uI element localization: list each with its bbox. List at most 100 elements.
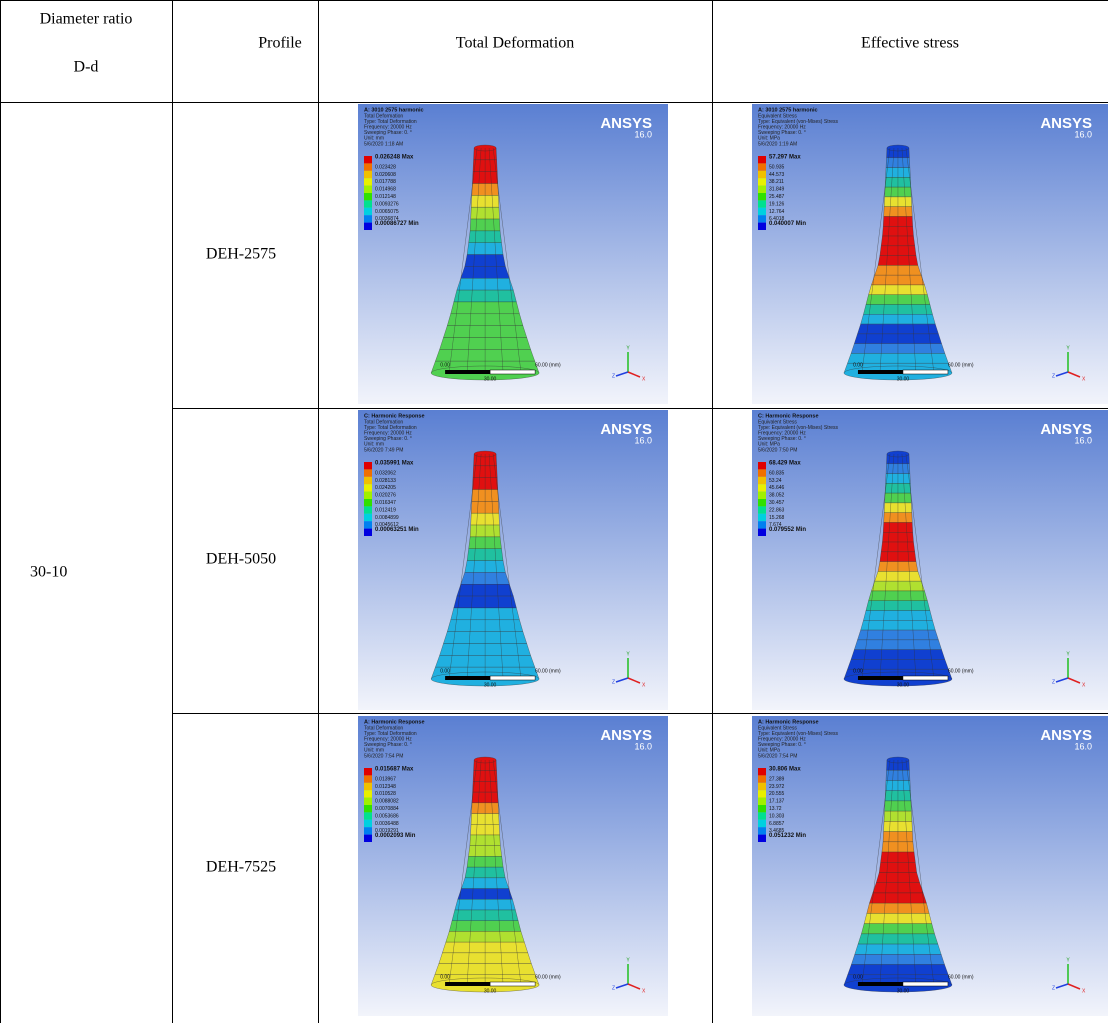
legend-swatch xyxy=(364,193,372,200)
legend-swatch xyxy=(364,514,372,521)
header-cell: Total Deformation xyxy=(456,35,574,52)
legend-swatch xyxy=(758,499,766,506)
legend-swatch xyxy=(758,790,766,797)
axis-label: Z xyxy=(1052,985,1055,991)
legend-swatch xyxy=(758,208,766,215)
scale-label: 30.00 xyxy=(897,376,910,382)
legend-swatch xyxy=(758,798,766,805)
legend-swatch xyxy=(758,492,766,499)
header-cell: Effective stress xyxy=(861,35,959,52)
legend-swatch xyxy=(364,156,372,163)
legend-swatch xyxy=(758,186,766,193)
legend-label: 0.0084899 xyxy=(375,515,399,521)
axis-label: Z xyxy=(612,679,615,685)
legend-swatch xyxy=(758,178,766,185)
legend-label: 0.015687 Max xyxy=(375,767,414,773)
axis-label: Z xyxy=(612,985,615,991)
legend-swatch xyxy=(364,469,372,476)
legend-swatch xyxy=(758,827,766,834)
legend-swatch xyxy=(758,193,766,200)
header-cell: D-d xyxy=(74,59,99,76)
scale-bar xyxy=(858,370,903,374)
simulation-image: A: 3010 2575 harmonicEquivalent StressTy… xyxy=(752,104,1108,404)
version: 16.0 xyxy=(1074,435,1092,445)
legend-label: 15.268 xyxy=(769,515,785,521)
legend-swatch xyxy=(364,484,372,491)
legend-swatch xyxy=(364,163,372,170)
legend-swatch xyxy=(758,529,766,536)
simulation-image: C: Harmonic ResponseTotal DeformationTyp… xyxy=(358,410,668,710)
image-info: 5/6/2020 7:54 PM xyxy=(364,753,403,759)
legend-swatch xyxy=(758,820,766,827)
legend-swatch xyxy=(364,783,372,790)
scale-bar xyxy=(490,370,535,374)
legend-swatch xyxy=(364,790,372,797)
scale-label: 30.00 xyxy=(897,682,910,688)
profile-cell: DEH-5050 xyxy=(206,551,276,568)
scale-label: 0.00 xyxy=(853,362,863,368)
legend-swatch xyxy=(758,462,766,469)
simulation-image: C: Harmonic ResponseEquivalent StressTyp… xyxy=(752,410,1108,710)
legend-label: 23.972 xyxy=(769,784,785,790)
legend-swatch xyxy=(758,783,766,790)
version: 16.0 xyxy=(634,129,652,139)
image-info: 5/6/2020 7:50 PM xyxy=(758,447,797,453)
scale-label: 30.00 xyxy=(897,988,910,994)
scale-bar xyxy=(445,370,490,374)
version: 16.0 xyxy=(634,741,652,751)
legend-label: 0.026248 Max xyxy=(375,155,414,161)
legend-swatch xyxy=(364,215,372,222)
legend-swatch xyxy=(758,163,766,170)
legend-label: 44.573 xyxy=(769,172,785,178)
legend-swatch xyxy=(364,171,372,178)
legend-label: 25.487 xyxy=(769,194,785,200)
axis-label: Z xyxy=(612,373,615,379)
legend-label: 20.555 xyxy=(769,791,785,797)
legend-label: 12.764 xyxy=(769,209,785,215)
legend-label: 38.211 xyxy=(769,179,784,185)
legend-label: 0.014968 xyxy=(375,187,396,193)
legend-label: 0.020276 xyxy=(375,493,396,499)
scale-label: 30.00 xyxy=(484,376,497,382)
header-cell: Diameter ratio xyxy=(40,11,133,28)
legend-swatch xyxy=(364,798,372,805)
header-cell: Profile xyxy=(258,35,302,52)
legend-label: 0.00086727 Min xyxy=(375,221,419,227)
legend-label: 0.024205 xyxy=(375,485,396,491)
legend-swatch xyxy=(364,805,372,812)
legend-swatch xyxy=(758,506,766,513)
scale-label: 60.00 (mm) xyxy=(948,668,974,674)
legend-swatch xyxy=(364,812,372,819)
image-info: 5/6/2020 1:19 AM xyxy=(758,141,797,147)
legend-label: 0.00063251 Min xyxy=(375,527,419,533)
scale-label: 30.00 xyxy=(484,682,497,688)
legend-label: 0.0088082 xyxy=(375,799,399,805)
scale-bar xyxy=(858,982,903,986)
legend-swatch xyxy=(364,200,372,207)
legend-label: 68.429 Max xyxy=(769,461,801,467)
legend-label: 19.126 xyxy=(769,201,785,207)
legend-label: 0.012348 xyxy=(375,784,396,790)
legend-label: 53.24 xyxy=(769,478,782,484)
legend-swatch xyxy=(758,768,766,775)
legend-label: 0.0065075 xyxy=(375,209,399,215)
legend-label: 13.72 xyxy=(769,806,782,812)
legend-label: 0.017788 xyxy=(375,179,396,185)
image-info: 5/6/2020 1:18 AM xyxy=(364,141,403,147)
legend-swatch xyxy=(364,768,372,775)
legend-swatch xyxy=(758,835,766,842)
legend-swatch xyxy=(364,499,372,506)
legend-swatch xyxy=(758,775,766,782)
legend-swatch xyxy=(758,469,766,476)
legend-label: 60.835 xyxy=(769,470,785,476)
scale-label: 0.00 xyxy=(440,668,450,674)
group-cell: 30-10 xyxy=(30,564,67,581)
scale-label: 0.00 xyxy=(853,668,863,674)
legend-label: 0.0036488 xyxy=(375,821,399,827)
legend-swatch xyxy=(758,156,766,163)
legend-swatch xyxy=(364,506,372,513)
image-info: 5/6/2020 7:49 PM xyxy=(364,447,403,453)
legend-label: 0.028133 xyxy=(375,478,396,484)
legend-swatch xyxy=(364,178,372,185)
